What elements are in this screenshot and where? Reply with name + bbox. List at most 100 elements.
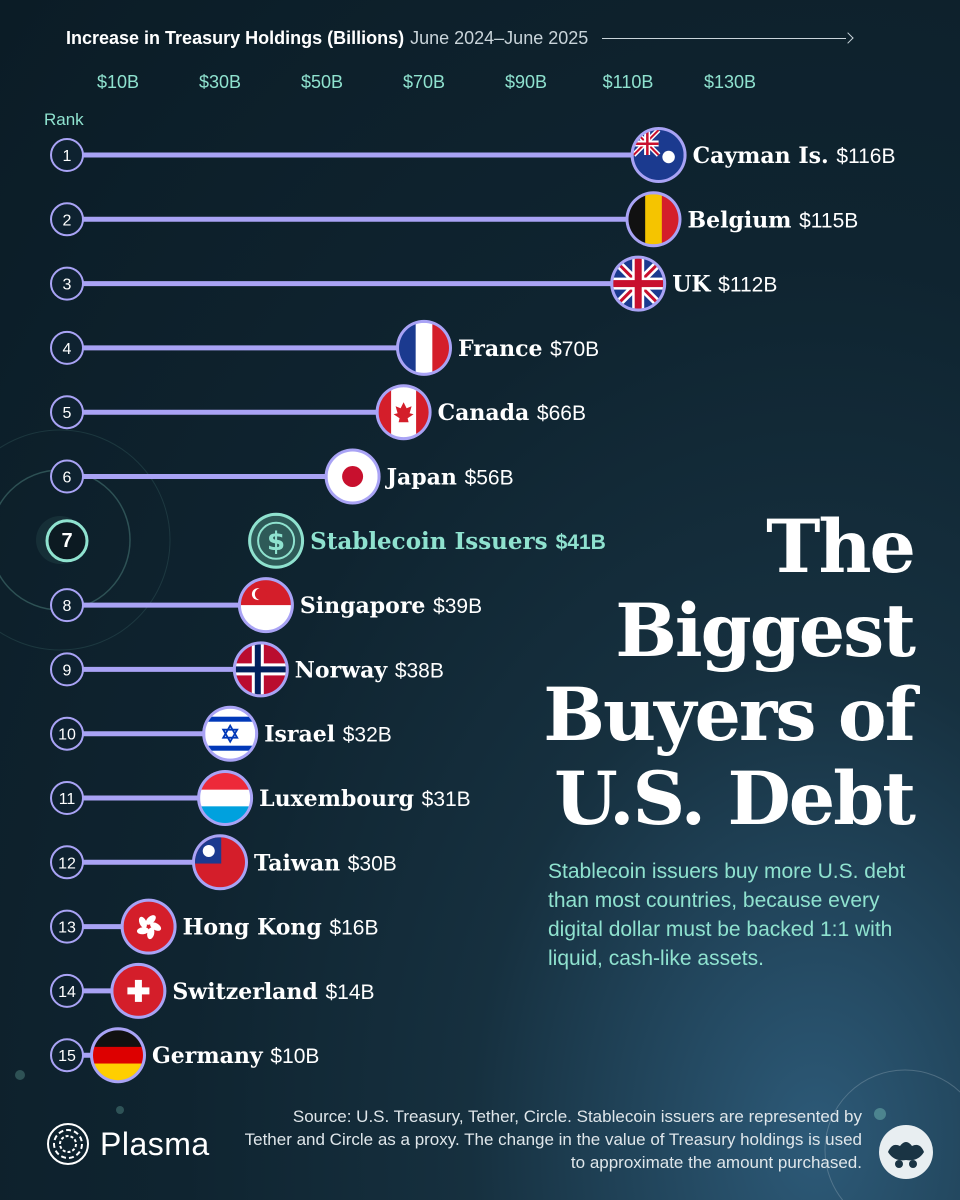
rank-number: 1 [63,148,72,165]
axis-period: June 2024–June 2025 [410,28,589,48]
rank-number: 3 [63,277,72,294]
category-label: Luxembourg [259,786,422,812]
rank-number: 13 [58,920,76,937]
category-label: Cayman Is. [693,143,837,169]
rank-number: 14 [58,984,76,1001]
bar-row: 15 Germany $10B [50,1027,319,1084]
value-label: $70B [550,338,599,361]
hong-kong-flag-icon [120,898,177,955]
bar-label: Hong Kong $16B [183,915,379,941]
rank-number: 12 [58,855,76,872]
rank-number: 5 [63,405,72,422]
category-label: Canada [438,400,537,426]
bar-label: Canada $66B [438,400,586,426]
bar-label: France $70B [458,336,599,362]
bar-label: Cayman Is. $116B [693,143,896,169]
value-label: $116B [836,145,895,168]
israel-flag-icon [202,705,259,762]
category-label: Norway [295,657,395,683]
bar-row: 10 Israel $32B [50,705,392,762]
axis-header: Increase in Treasury Holdings (Billions)… [66,28,852,49]
bar-row: 6 Japan $56B [50,448,514,505]
bar-label: UK $112B [672,272,777,298]
plasma-logo-icon [47,1123,89,1165]
x-tick-label: $50B [301,72,343,92]
rank-number: 11 [59,791,76,808]
dollar-coin-icon: $ [248,512,305,569]
arrow-right-icon [602,33,852,45]
bar-row: 8 Singapore $39B [50,577,482,634]
value-label: $56B [465,467,514,490]
rank-badge: 2 [50,202,84,237]
germany-flag-icon [90,1027,146,1084]
rank-badge: 14 [50,973,84,1008]
japan-flag-icon [324,448,381,505]
value-label: $16B [329,917,378,940]
bar-label: Germany $10B [152,1043,319,1069]
bar-row: 12 Taiwan $30B [50,834,397,891]
globe-cloud-icon [874,1122,938,1187]
singapore-flag-icon [237,577,294,634]
x-tick-label: $70B [403,72,445,92]
value-label: $10B [270,1045,319,1068]
canada-flag-icon [375,384,432,441]
bar-label: Luxembourg $31B [259,786,471,812]
rank-number: 4 [63,341,72,358]
bar-label: Belgium $115B [688,207,859,233]
rank-number: 7 [61,530,72,552]
bar-label: Israel $32B [264,722,392,748]
bar-row: 2 Belgium $115B [50,191,859,248]
category-label: UK [672,272,718,298]
category-label: Belgium [688,207,800,233]
bar-row: 3 UK $112B [50,255,777,312]
rank-badge: 7 [45,519,89,563]
value-label: $115B [799,209,858,232]
category-label: Taiwan [254,850,348,876]
axis-title: Increase in Treasury Holdings (Billions) [66,28,405,48]
category-label: France [458,336,550,362]
category-label: Israel [264,722,343,748]
category-label: Hong Kong [183,915,330,941]
x-tick-label: $90B [505,72,547,92]
page-title: The Biggest Buyers of U.S. Debt [543,504,916,842]
switzerland-flag-icon [110,962,167,1019]
bar-row: 5 Canada $66B [50,384,586,441]
bar-label: Singapore $39B [300,593,482,619]
rank-number: 8 [63,598,72,615]
bar-label: Taiwan $30B [254,850,397,876]
category-label: Germany [152,1043,270,1069]
bar-label: Switzerland $14B [172,979,374,1005]
rank-badge: 9 [50,652,84,687]
belgium-flag-icon [625,191,682,248]
norway-flag-icon [232,641,289,698]
bar-row: 14 Switzerland $14B [50,962,375,1019]
category-label: Singapore [300,593,433,619]
france-flag-icon [396,319,452,376]
x-tick-label: $130B [704,72,756,92]
rank-badge: 15 [50,1038,84,1073]
subtitle: Stablecoin issuers buy more U.S. debt th… [548,860,906,970]
value-label: $66B [537,402,586,425]
value-label: $38B [395,659,444,682]
value-label: $30B [348,852,397,875]
value-label: $14B [325,981,374,1004]
bar-row: 9 Norway $38B [50,641,444,698]
luxembourg-flag-icon [197,770,254,826]
category-label: Japan [385,465,465,491]
svg-text:$: $ [267,527,285,557]
bar-row: 1 Cayman Is. $116B [50,127,896,183]
rank-badge: 13 [50,909,84,944]
value-label: $31B [422,788,471,811]
rank-label: Rank [44,110,84,129]
rank-number: 9 [63,662,72,679]
taiwan-flag-icon [192,834,248,891]
uk-flag-icon [610,255,667,312]
x-tick-label: $10B [97,72,139,92]
value-label: $41B [556,531,606,554]
rank-badge: 5 [50,395,84,430]
x-tick-label: $30B [199,72,241,92]
bar-row: 4 France $70B [50,319,599,376]
bar-label: Stablecoin Issuers $41B [310,528,606,555]
bar-label: Norway $38B [295,657,444,683]
